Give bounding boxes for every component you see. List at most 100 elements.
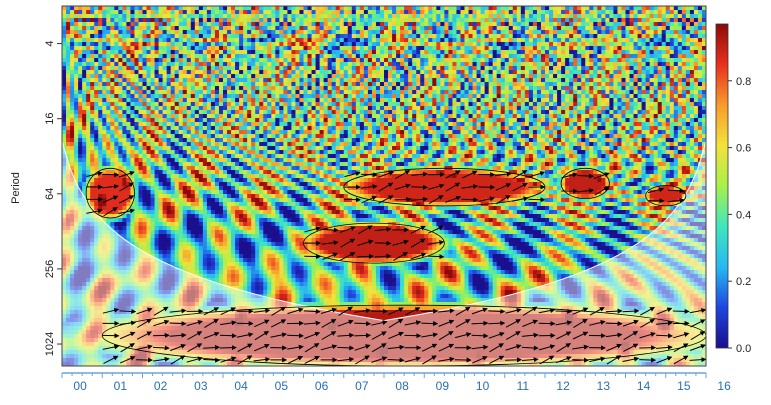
heatmap-cell [633, 70, 639, 75]
heatmap-cell [452, 58, 458, 63]
heatmap-cell [404, 30, 409, 35]
heatmap-cell [484, 126, 490, 131]
heatmap-cell [440, 114, 445, 119]
heatmap-cell [359, 54, 365, 59]
heatmap-cell [633, 10, 639, 15]
heatmap-cell [400, 14, 405, 19]
heatmap-cell [271, 118, 276, 123]
heatmap-cell [601, 30, 606, 35]
heatmap-cell [557, 10, 562, 15]
heatmap-cell [653, 110, 659, 115]
heatmap-cell [392, 26, 397, 31]
heatmap-cell [456, 102, 462, 107]
heatmap-cell [492, 94, 498, 99]
heatmap-cell [162, 54, 168, 59]
heatmap-cell [472, 114, 478, 119]
heatmap-cell [267, 14, 272, 19]
heatmap-cell [311, 58, 317, 63]
heatmap-cell [283, 122, 289, 127]
heatmap-cell [520, 38, 526, 43]
heatmap-cell [637, 110, 643, 115]
heatmap-cell [404, 122, 409, 127]
heatmap-cell [102, 50, 107, 55]
heatmap-cell [138, 66, 144, 71]
heatmap-cell [331, 102, 337, 107]
heatmap-cell [275, 14, 280, 19]
heatmap-cell [227, 78, 232, 83]
heatmap-cell [114, 62, 119, 67]
heatmap-cell [263, 62, 268, 67]
heatmap-cell [170, 46, 176, 51]
heatmap-cell [303, 78, 309, 83]
heatmap-cell [319, 42, 325, 47]
heatmap-cell [206, 114, 212, 119]
heatmap-cell [677, 102, 683, 107]
heatmap-cell [669, 26, 675, 31]
heatmap-cell [561, 62, 566, 67]
heatmap-cell [645, 86, 651, 91]
heatmap-cell [553, 30, 558, 35]
heatmap-cell [605, 62, 611, 67]
heatmap-cell [424, 34, 429, 39]
heatmap-cell [319, 30, 325, 35]
heatmap-cell [138, 22, 144, 27]
heatmap-cell [166, 70, 172, 75]
heatmap-cell [565, 102, 570, 107]
heatmap-cell [150, 126, 156, 131]
heatmap-cell [255, 42, 260, 47]
heatmap-cell [545, 110, 550, 115]
heatmap-cell [549, 22, 554, 27]
heatmap-cell [472, 110, 478, 115]
heatmap-cell [214, 74, 220, 79]
heatmap-cell [371, 58, 377, 63]
heatmap-cell [673, 50, 679, 55]
heatmap-cell [428, 110, 433, 115]
heatmap-cell [452, 42, 458, 47]
heatmap-cell [577, 126, 582, 131]
heatmap-cell [70, 54, 75, 59]
heatmap-cell [384, 98, 389, 103]
heatmap-cell [142, 70, 148, 75]
heatmap-cell [375, 126, 381, 131]
heatmap-cell [460, 50, 466, 55]
heatmap-cell [251, 70, 256, 75]
heatmap-cell [98, 66, 103, 71]
heatmap-cell [597, 114, 602, 119]
heatmap-cell [363, 50, 369, 55]
heatmap-cell [384, 78, 389, 83]
heatmap-cell [581, 26, 586, 31]
heatmap-cell [198, 30, 204, 35]
heatmap-cell [468, 30, 474, 35]
heatmap-cell [476, 126, 482, 131]
heatmap-cell [283, 110, 289, 115]
heatmap-cell [697, 86, 703, 91]
heatmap-cell [335, 62, 341, 67]
heatmap-cell [267, 42, 272, 47]
heatmap-cell [520, 126, 526, 131]
heatmap-cell [255, 10, 260, 15]
heatmap-cell [581, 86, 586, 91]
heatmap-cell [214, 34, 220, 39]
heatmap-cell [669, 126, 675, 131]
heatmap-cell [500, 30, 506, 35]
heatmap-cell [472, 62, 478, 67]
heatmap-cell [625, 126, 631, 131]
heatmap-cell [118, 30, 123, 35]
heatmap-cell [371, 6, 377, 11]
heatmap-cell [255, 98, 260, 103]
heatmap-cell [166, 30, 172, 35]
heatmap-cell [617, 122, 623, 127]
heatmap-cell [532, 42, 538, 47]
heatmap-cell [669, 94, 675, 99]
heatmap-cell [484, 42, 490, 47]
heatmap-cell [62, 122, 67, 127]
heatmap-cell [436, 122, 441, 127]
heatmap-cell [178, 74, 184, 79]
heatmap-cell [126, 82, 132, 87]
heatmap-cell [114, 94, 119, 99]
heatmap-cell [146, 62, 152, 67]
heatmap-cell [202, 18, 208, 23]
heatmap-cell [549, 26, 554, 31]
heatmap-cell [637, 42, 643, 47]
heatmap-cell [162, 58, 168, 63]
